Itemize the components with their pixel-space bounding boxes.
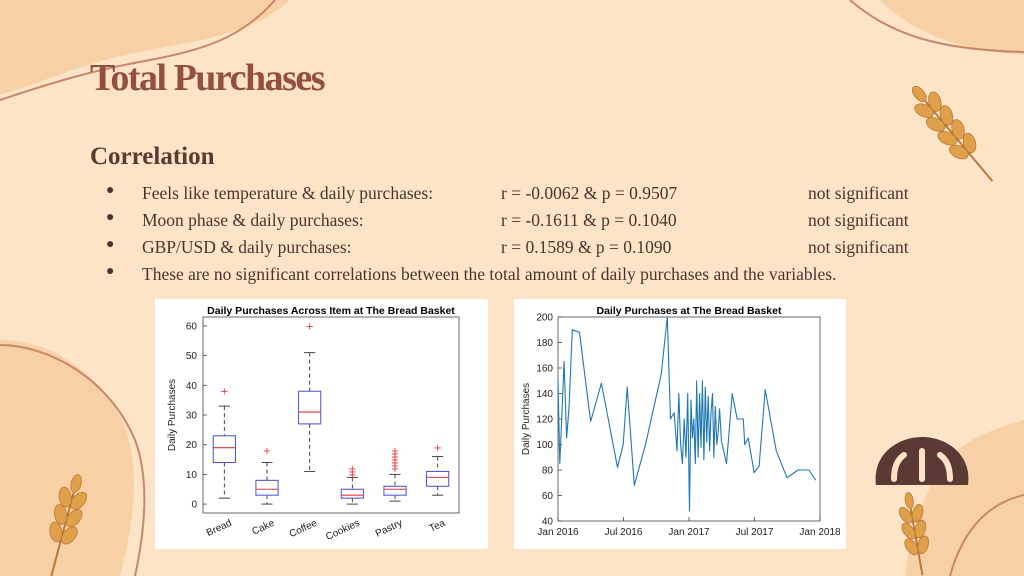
bullet-stat: r = -0.0062 & p = 0.9507: [501, 183, 678, 203]
bullet-text: Feels like temperature & daily purchases…: [142, 183, 434, 203]
list-item: ● Feels like temperature & daily purchas…: [0, 183, 1024, 205]
box-outlier: +: [391, 458, 399, 469]
y-tick-label: 0: [191, 500, 197, 511]
y-tick-label: 60: [186, 321, 198, 332]
box-iqr: [340, 488, 364, 499]
x-tick-label: Jan 2016: [537, 527, 579, 538]
chart-title: Daily Purchases Across Item at The Bread…: [207, 305, 455, 317]
x-tick-label: Jul 2017: [736, 527, 774, 538]
y-axis-label: Daily Purchases: [167, 379, 178, 451]
box-outlier: +: [391, 452, 399, 463]
bullet-icon: ●: [106, 264, 115, 279]
plot-frame: [202, 316, 460, 514]
x-tick-label: Jul 2016: [605, 527, 643, 538]
box-outlier: +: [348, 464, 356, 475]
y-tick-label: 10: [186, 470, 198, 481]
list-item: ● Moon phase & daily purchases: r = -0.1…: [0, 210, 1024, 232]
y-tick-label: 80: [542, 466, 554, 477]
y-tick-label: 40: [542, 517, 554, 528]
line-chart-card: Daily Purchases at The Bread Basket 40 60 8…: [514, 299, 846, 549]
y-tick-label: 140: [536, 389, 553, 400]
box-outlier: +: [305, 321, 313, 332]
x-tick-label: Jan 2018: [799, 527, 841, 538]
boxplot-chart: Daily Purchases Across Item at The Bread…: [167, 305, 460, 543]
box-iqr: [383, 485, 407, 496]
x-tick-label: Pastry: [374, 518, 404, 540]
y-tick-label: 20: [186, 440, 198, 451]
x-tick-label: Cake: [250, 518, 276, 538]
bullet-text: These are no significant correlations be…: [142, 264, 837, 284]
list-item: ● These are no significant correlations …: [0, 264, 1024, 286]
bullet-significance: not significant: [808, 237, 909, 257]
section-subtitle: Correlation: [90, 143, 215, 170]
series-line: [557, 316, 817, 512]
box-outlier: +: [391, 464, 399, 475]
bullet-text: GBP/USD & daily purchases:: [142, 237, 352, 257]
bullet-significance: not significant: [808, 210, 909, 230]
bullet-icon: ●: [106, 183, 115, 198]
x-tick-label: Coffee: [288, 518, 320, 541]
y-tick-label: 30: [186, 411, 198, 422]
wheat-icon: [911, 85, 994, 182]
page-title: Total Purchases: [90, 57, 326, 99]
box-outlier: +: [433, 443, 441, 454]
wheat-icon: [49, 474, 88, 576]
y-tick-label: 40: [186, 381, 198, 392]
box-outlier: +: [391, 446, 399, 457]
bread-loaf-icon: [875, 437, 969, 485]
box-outlier: +: [348, 467, 356, 478]
box-outlier: +: [348, 470, 356, 481]
box-outlier: +: [391, 449, 399, 460]
box-outlier: +: [391, 455, 399, 466]
bullet-text: Moon phase & daily purchases:: [142, 210, 364, 230]
x-tick-label: Bread: [205, 518, 234, 539]
boxplot-chart-card: Daily Purchases Across Item at The Bread…: [155, 299, 488, 549]
box-outlier: +: [263, 446, 271, 457]
bullet-stat: r = -0.1611 & p = 0.1040: [501, 210, 677, 230]
list-item: ● GBP/USD & daily purchases: r = 0.1589 …: [0, 237, 1024, 259]
y-tick-label: 200: [536, 313, 553, 324]
line-chart: Daily Purchases at The Bread Basket 40 60 8…: [521, 305, 841, 538]
y-tick-label: 60: [542, 491, 554, 502]
box-iqr: [298, 390, 322, 425]
bullet-stat: r = 0.1589 & p = 0.1090: [501, 237, 672, 257]
chart-title: Daily Purchases at The Bread Basket: [596, 305, 782, 317]
y-tick-label: 160: [536, 364, 553, 375]
x-tick-label: Cookies: [324, 518, 361, 543]
bullet-significance: not significant: [808, 183, 909, 203]
y-tick-label: 50: [186, 351, 198, 362]
bullet-icon: ●: [106, 237, 115, 252]
bullet-icon: ●: [106, 210, 115, 225]
box-outlier: +: [391, 461, 399, 472]
wheat-icon: [898, 492, 929, 576]
y-tick-label: 100: [536, 440, 553, 451]
box-iqr: [255, 479, 279, 496]
box-iqr: [426, 470, 450, 487]
y-tick-label: 180: [536, 338, 553, 349]
y-tick-label: 120: [536, 415, 553, 426]
x-tick-label: Tea: [428, 518, 448, 535]
box-outlier: +: [220, 387, 228, 398]
box-iqr: [212, 435, 236, 464]
x-tick-label: Jan 2017: [668, 527, 710, 538]
y-axis-label: Daily Purchases: [521, 383, 532, 455]
